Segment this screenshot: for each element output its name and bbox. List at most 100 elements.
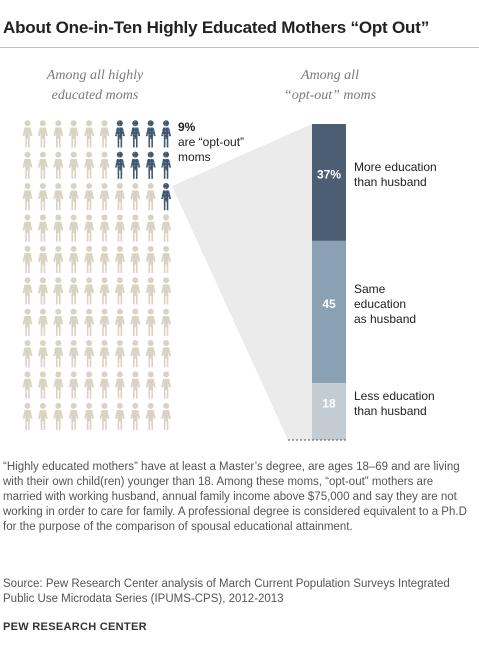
bar-category-label-1-line1: More education xyxy=(354,160,437,174)
mom-icon xyxy=(84,277,94,304)
opt-out-mom-icon xyxy=(161,152,171,179)
chart-canvas: 9% are “opt-out” moms 37% More educationt… xyxy=(0,0,479,456)
mom-icon xyxy=(53,403,63,430)
mom-icon xyxy=(23,183,33,210)
mom-icon xyxy=(53,277,63,304)
mom-icon xyxy=(100,371,110,398)
mom-icon xyxy=(69,403,79,430)
opt-out-mom-icon xyxy=(130,152,140,179)
mom-icon xyxy=(69,214,79,241)
mom-icon xyxy=(130,403,140,430)
mom-icon xyxy=(161,214,171,241)
mom-icon xyxy=(53,183,63,210)
mom-icon xyxy=(161,309,171,336)
mom-icon xyxy=(130,371,140,398)
mom-icon xyxy=(161,371,171,398)
mom-icon xyxy=(100,246,110,273)
mom-icon xyxy=(146,403,156,430)
mom-icon xyxy=(23,214,33,241)
bar-category-label-2-line3: as husband xyxy=(354,312,416,326)
mom-icon xyxy=(38,403,48,430)
mom-icon xyxy=(100,309,110,336)
mom-icon xyxy=(84,371,94,398)
mom-icon xyxy=(84,309,94,336)
callout-line3: moms xyxy=(178,150,211,164)
mom-icon xyxy=(115,371,125,398)
bar-segment-1 xyxy=(312,124,346,241)
opt-out-mom-icon xyxy=(146,152,156,179)
mom-icon xyxy=(23,120,33,147)
opt-out-mom-icon xyxy=(146,120,156,147)
mom-icon xyxy=(100,214,110,241)
mom-icon xyxy=(84,246,94,273)
mom-icon xyxy=(130,277,140,304)
bar-category-label-1-line2: than husband xyxy=(354,175,427,189)
mom-icon xyxy=(53,214,63,241)
mom-icon xyxy=(115,214,125,241)
mom-icon xyxy=(23,371,33,398)
mom-icon xyxy=(115,403,125,430)
mom-icon xyxy=(146,183,156,210)
footnote: “Highly educated mothers” have at least … xyxy=(3,460,473,535)
mom-icon xyxy=(69,183,79,210)
mom-icon xyxy=(115,246,125,273)
bar-segment-3 xyxy=(312,383,346,440)
mom-icon xyxy=(130,309,140,336)
mom-icon xyxy=(69,340,79,367)
mom-icon xyxy=(115,183,125,210)
mom-icon xyxy=(84,214,94,241)
mom-icon xyxy=(38,214,48,241)
mom-icon xyxy=(38,183,48,210)
mom-icon xyxy=(53,309,63,336)
mom-icon xyxy=(130,340,140,367)
mom-icon xyxy=(53,120,63,147)
bar-category-label-3-line1: Less education xyxy=(354,389,435,403)
mom-icon xyxy=(84,152,94,179)
mom-icon xyxy=(161,340,171,367)
mom-icon xyxy=(115,340,125,367)
mom-icon xyxy=(53,371,63,398)
mom-icon xyxy=(161,277,171,304)
mom-icon xyxy=(130,214,140,241)
mom-icon xyxy=(100,403,110,430)
callout-value: 9% xyxy=(178,120,196,134)
mom-icon xyxy=(23,277,33,304)
mom-icon xyxy=(69,371,79,398)
mom-icon xyxy=(38,152,48,179)
mom-icon xyxy=(23,403,33,430)
mom-icon xyxy=(53,340,63,367)
mom-icon xyxy=(146,309,156,336)
bar-value-label-2: 45 xyxy=(322,297,336,311)
mom-icon xyxy=(53,246,63,273)
mom-icon xyxy=(115,309,125,336)
mom-icon xyxy=(38,340,48,367)
mom-icon xyxy=(130,183,140,210)
opt-out-mom-icon xyxy=(115,120,125,147)
credit-line: PEW RESEARCH CENTER xyxy=(3,621,147,633)
bar-value-label-1: 37% xyxy=(317,168,341,182)
source-note: Source: Pew Research Center analysis of … xyxy=(3,577,473,607)
mom-icon xyxy=(146,246,156,273)
mom-icon xyxy=(69,277,79,304)
mom-icon xyxy=(100,340,110,367)
mom-icon xyxy=(84,120,94,147)
pictograph-grid xyxy=(23,120,172,430)
mom-icon xyxy=(130,246,140,273)
mom-icon xyxy=(161,246,171,273)
mom-icon xyxy=(23,152,33,179)
mom-icon xyxy=(100,120,110,147)
mom-icon xyxy=(146,277,156,304)
callout-line2: are “opt-out” xyxy=(178,135,244,149)
bar-category-label-2-line2: education xyxy=(354,297,406,311)
opt-out-mom-icon xyxy=(130,120,140,147)
opt-out-callout: 9% are “opt-out” moms xyxy=(178,120,244,164)
bar-category-label-2-line1: Same xyxy=(354,282,386,296)
mom-icon xyxy=(69,246,79,273)
opt-out-mom-icon xyxy=(161,120,171,147)
mom-icon xyxy=(23,246,33,273)
mom-icon xyxy=(100,152,110,179)
mom-icon xyxy=(100,277,110,304)
mom-icon xyxy=(38,246,48,273)
bar-segment-2 xyxy=(312,241,346,383)
